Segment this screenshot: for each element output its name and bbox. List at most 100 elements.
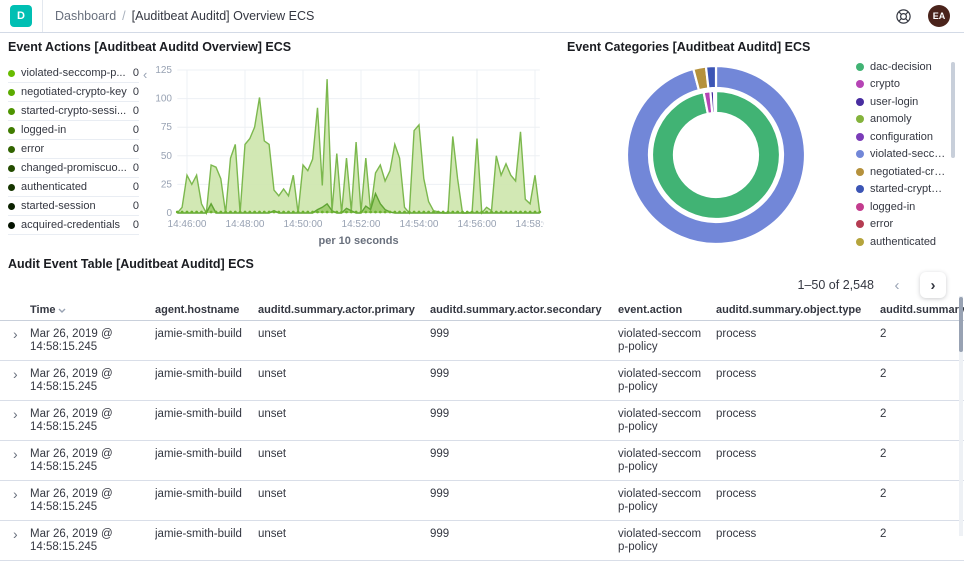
pagination-range: 1–50 of 2,548 [797,278,874,292]
legend-item[interactable]: started-crypto-se... [856,181,948,199]
cell-actor-secondary: 999 [430,328,450,340]
legend-item[interactable]: crypto [856,76,948,94]
cell-object-type: process [716,448,757,460]
svg-text:75: 75 [161,122,173,133]
row-expand-icon[interactable]: › [13,366,18,382]
cell-actor-secondary: 999 [430,368,450,380]
legend-item-label: started-crypto-sessi... [21,105,127,117]
column-header[interactable]: Time [30,304,155,316]
cell-summary: 2 [880,448,887,460]
pagination-prev-button[interactable]: ‹ [894,276,900,294]
legend-item[interactable]: user-login [856,93,948,111]
legend-collapse-icon[interactable]: ‹ [143,67,148,82]
legend-item-label: acquired-credentials [21,219,121,231]
legend-item[interactable]: authenticated [856,233,948,251]
cell-agent-hostname: jamie-smith-build [155,408,242,420]
legend-item[interactable]: negotiated-crypto... [856,163,948,181]
legend-item[interactable]: anomoly [856,111,948,129]
cell-summary: 2 [880,328,887,340]
legend-item[interactable]: negotiated-crypto-key 0 [8,83,139,102]
table-row: › Mar 26, 2019 @ 14:58:15.245 jamie-smit… [0,481,964,521]
legend-item[interactable]: error 0 [8,140,139,159]
row-expand-icon[interactable]: › [13,406,18,422]
legend-item-value: 0 [132,124,139,136]
svg-text:100: 100 [155,94,172,105]
cell-time: Mar 26, 2019 @ 14:58:15.245 [30,328,113,353]
legend-scrollbar[interactable] [951,62,955,158]
legend-item[interactable]: violated-seccomp... [856,146,948,164]
legend-item[interactable]: authenticated 0 [8,178,139,197]
legend-color-dot [856,97,864,106]
column-header[interactable]: auditd.summary [880,304,964,316]
row-expand-icon[interactable]: › [13,486,18,502]
cell-object-type: process [716,528,757,540]
cell-object-type: process [716,488,757,500]
cell-time: Mar 26, 2019 @ 14:58:15.245 [30,408,113,433]
column-header[interactable]: auditd.summary.actor.primary [258,304,415,316]
legend-item-label: negotiated-crypto... [870,165,948,178]
row-expand-icon[interactable]: › [13,446,18,462]
legend-item[interactable]: acquired-credentials 0 [8,216,139,235]
cell-agent-hostname: jamie-smith-build [155,328,242,340]
event-actions-area-chart[interactable]: 0 25 50 75 100 125 14:46:00 14:48:00 14:50:00 14:… [152,58,544,250]
legend-item-label: violated-seccomp-p... [21,67,126,79]
legend-item-label: error [21,143,45,155]
event-categories-donut-chart[interactable] [598,55,854,255]
column-header[interactable]: auditd.summary.object.type [716,304,862,316]
legend-item[interactable]: started-session 0 [8,197,139,216]
legend-item-value: 0 [132,219,139,231]
breadcrumb-dashboard[interactable]: Dashboard [55,9,117,23]
nav-divider [42,0,43,32]
help-icon[interactable] [895,8,912,25]
page-scrollbar-track[interactable] [959,296,963,536]
audit-event-table: Time agent.hostname auditd.summary.actor.p… [0,300,964,561]
legend-item[interactable]: started-crypto-sessi... 0 [8,102,139,121]
user-avatar[interactable]: EA [928,5,950,27]
app-logo[interactable]: D [10,5,32,27]
legend-color-dot [8,183,15,191]
legend-item[interactable]: dac-decision [856,58,948,76]
legend-item[interactable]: changed-promiscuo... 0 [8,159,139,178]
legend-color-dot [8,69,15,77]
legend-item-label: negotiated-crypto-key [21,86,127,98]
column-header[interactable]: agent.hostname [155,304,240,316]
breadcrumb-separator: / [122,9,126,23]
cell-agent-hostname: jamie-smith-build [155,448,242,460]
event-categories-legend: dac-decision crypto user-login anomoly c… [856,58,948,251]
legend-item-label: violated-seccomp... [870,148,948,161]
legend-color-dot [8,145,15,153]
cell-time: Mar 26, 2019 @ 14:58:15.245 [30,448,113,473]
legend-item[interactable]: logged-in [856,198,948,216]
page-scrollbar-thumb[interactable] [959,297,963,352]
cell-summary: 2 [880,368,887,380]
legend-item-label: authenticated [21,181,88,193]
legend-item-label: anomoly [870,113,912,126]
legend-color-dot [856,115,864,124]
legend-item-label: logged-in [21,124,67,136]
svg-text:14:48:00: 14:48:00 [226,219,265,230]
cell-actor-primary: unset [258,328,287,340]
legend-item-value: 0 [132,162,139,174]
legend-item[interactable]: logged-in 0 [8,121,139,140]
legend-item[interactable]: configuration [856,128,948,146]
cell-event-action: violated-seccomp-policy [618,408,702,433]
row-expand-icon[interactable]: › [13,326,18,342]
column-header[interactable]: auditd.summary.actor.secondary [430,304,602,316]
cell-object-type: process [716,328,757,340]
legend-item-label: started-session [21,200,96,212]
table-row: › Mar 26, 2019 @ 14:58:15.245 jamie-smit… [0,441,964,481]
cell-time: Mar 26, 2019 @ 14:58:15.245 [30,528,113,553]
cell-event-action: violated-seccomp-policy [618,368,702,393]
legend-color-dot [8,164,15,172]
legend-item[interactable]: violated-seccomp-p... 0 [8,64,139,83]
column-header[interactable]: event.action [618,304,683,316]
legend-item-label: changed-promiscuo... [21,162,127,174]
legend-color-dot [856,237,864,246]
legend-item-label: started-crypto-se... [870,183,948,196]
cell-summary: 2 [880,488,887,500]
legend-item[interactable]: error [856,216,948,234]
legend-color-dot [856,150,864,159]
pagination-next-button[interactable]: › [920,272,946,298]
cell-actor-primary: unset [258,488,287,500]
row-expand-icon[interactable]: › [13,526,18,542]
